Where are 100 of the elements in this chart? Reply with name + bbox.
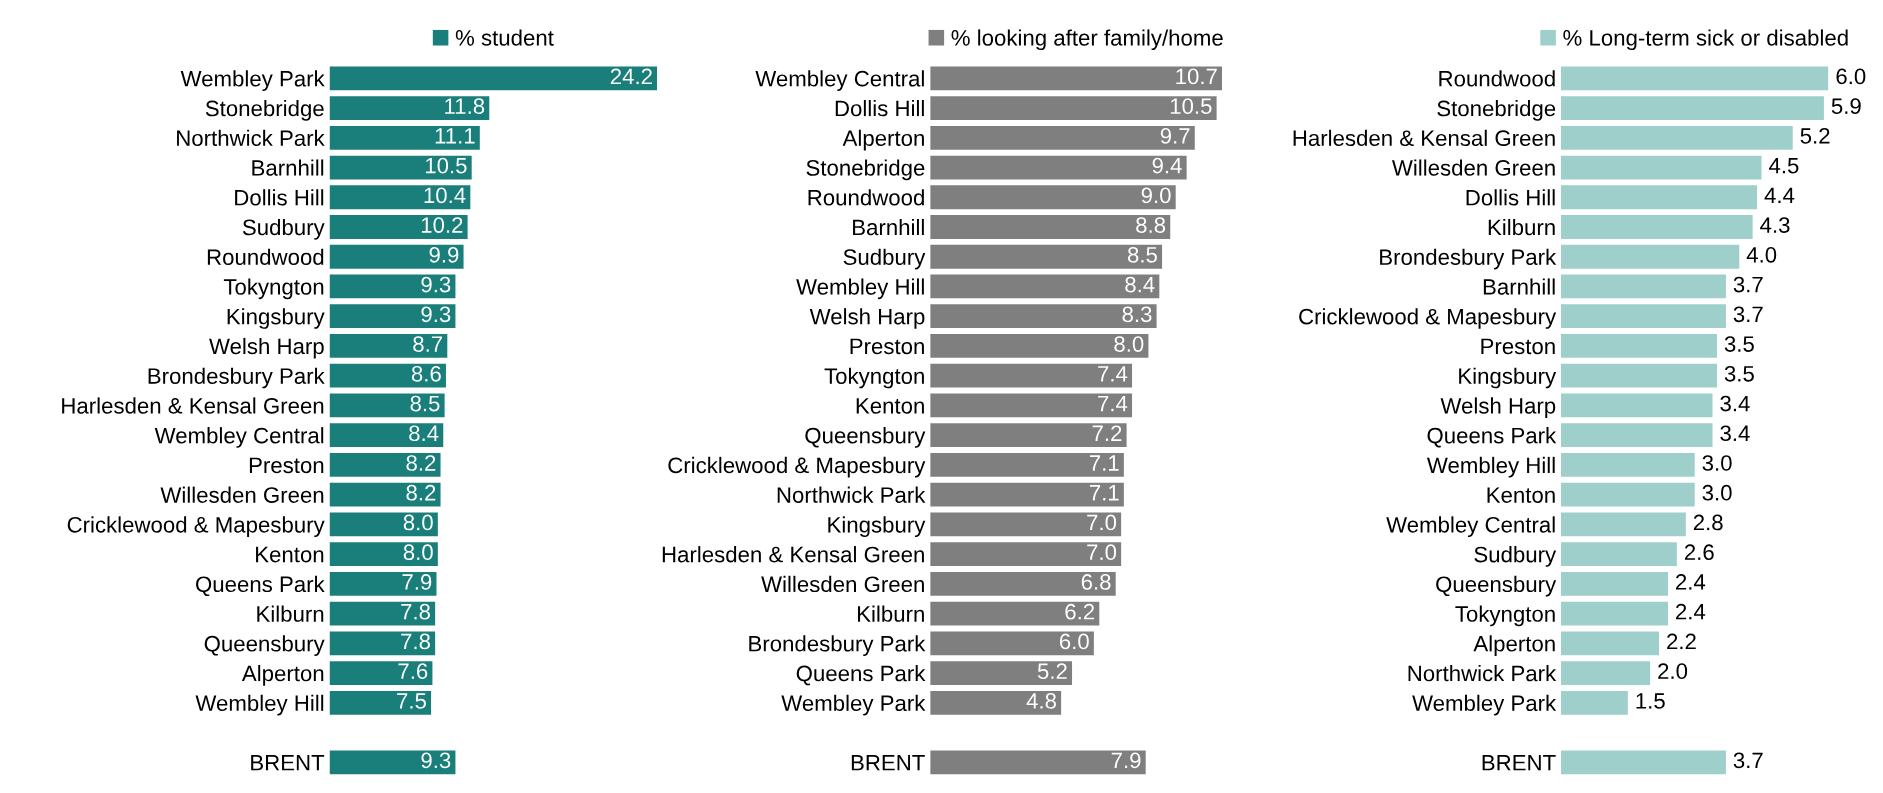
y-tick-label: Kenton [856,398,924,414]
y-tick-label: Northwick Park [1408,665,1557,682]
bar [1561,185,1758,210]
data-label: 9.3 [421,276,451,293]
y-tick-label: Roundwood [808,189,924,206]
data-label: 7.4 [1098,366,1128,382]
y-tick-label: Cricklewood & Mapesbury [668,456,926,478]
y-tick-label: Preston [850,338,924,355]
data-label: 4.4 [1764,187,1795,204]
y-tick-label: Willesden Green [160,486,324,503]
y-tick-label: Welsh Harp [209,337,324,359]
data-label: 3.5 [1724,365,1754,382]
data-label: 3.7 [1733,306,1763,323]
data-label: 6.0 [1836,68,1866,85]
data-label: 9.3 [421,752,451,769]
y-tick-label: Wembley Central [154,427,324,448]
data-label: 1.5 [1636,693,1665,709]
bar [1561,750,1726,775]
y-tick-label: Harlesden & Kensal Green [1293,129,1555,147]
y-tick-label: Sudbury [843,248,926,270]
bar [1561,453,1695,477]
y-tick-label: Queensbury [805,427,926,448]
bar [1561,601,1668,626]
bar [329,215,468,239]
bar [329,334,448,358]
y-tick-label: Kingsbury [227,308,325,329]
y-tick-label: Stonebridge [806,159,925,181]
bar [1561,363,1717,388]
bar [930,423,1127,448]
y-tick-label: BRENT [1482,755,1556,771]
y-tick-label: Sudbury [242,218,325,240]
y-tick-label: BRENT [251,755,325,771]
bar [930,750,1146,775]
bar [329,601,436,626]
y-tick-label: Brondesbury Park [148,367,325,389]
bar [329,453,441,477]
data-label: 8.4 [1125,276,1155,293]
y-tick-label: Roundwood [1439,70,1555,87]
y-tick-label: Tokyngton [1455,605,1555,627]
data-label: 8.3 [1122,306,1152,323]
data-label: 3.7 [1733,276,1763,293]
bar [329,690,432,715]
y-tick-label: Sudbury [1474,546,1557,567]
data-label: 4.0 [1746,246,1777,263]
bar [930,393,1133,418]
bar [930,631,1094,656]
y-tick-label: Stonebridge [205,99,324,121]
bar [1561,423,1713,448]
y-tick-label: Tokyngton [824,367,924,389]
data-label: 7.8 [401,633,430,650]
data-label: 7.9 [402,574,432,590]
y-tick-label: Cricklewood & Mapesbury [67,516,325,538]
data-label: 2.8 [1693,514,1723,531]
y-tick-label: Harlesden & Kensal Green [662,546,924,563]
y-tick-label: Barnhill [853,218,924,236]
y-tick-label: Alperton [842,129,924,151]
legend-label: % student [455,29,554,46]
data-label: 8.4 [409,425,439,442]
data-label: 2.4 [1676,603,1706,620]
y-tick-label: Preston [1481,338,1555,355]
y-tick-label: Preston [249,457,324,474]
bar [329,482,441,507]
bar [329,423,444,448]
bar [329,363,446,388]
data-label: 3.0 [1702,455,1732,471]
data-label: 10.7 [1176,68,1217,85]
bar [1561,393,1713,418]
bar [930,482,1124,507]
y-tick-label: Kilburn [257,605,324,622]
y-tick-label: Welsh Harp [809,308,925,329]
bar [930,512,1122,537]
data-label: 3.4 [1720,395,1750,412]
bar [329,750,456,775]
y-tick-label: BRENT [851,755,925,771]
y-tick-label: Dollis Hill [1466,189,1555,206]
bar [1561,244,1740,269]
bar [329,96,490,120]
y-tick-label: Wembley Park [781,694,926,716]
bar [1561,96,1824,120]
bar [329,244,464,269]
y-tick-label: Kingsbury [1459,367,1557,389]
bar [1561,631,1660,656]
bar [329,274,456,299]
bar [1561,215,1753,239]
data-label: 8.5 [1127,246,1157,263]
bar [329,661,433,685]
bar [329,571,437,596]
bar [930,304,1157,329]
bar [329,512,438,537]
y-tick-label: Wembley Park [1412,694,1557,716]
bar [930,274,1160,299]
data-label: 2.4 [1676,574,1706,590]
y-tick-label: Queens Park [796,665,926,686]
y-tick-label: Kilburn [1488,218,1555,236]
data-label: 2.0 [1658,663,1688,680]
bar [1561,274,1726,299]
bar [930,96,1217,120]
bar [930,601,1100,626]
data-label: 9.7 [1160,128,1190,144]
bar [930,334,1149,358]
